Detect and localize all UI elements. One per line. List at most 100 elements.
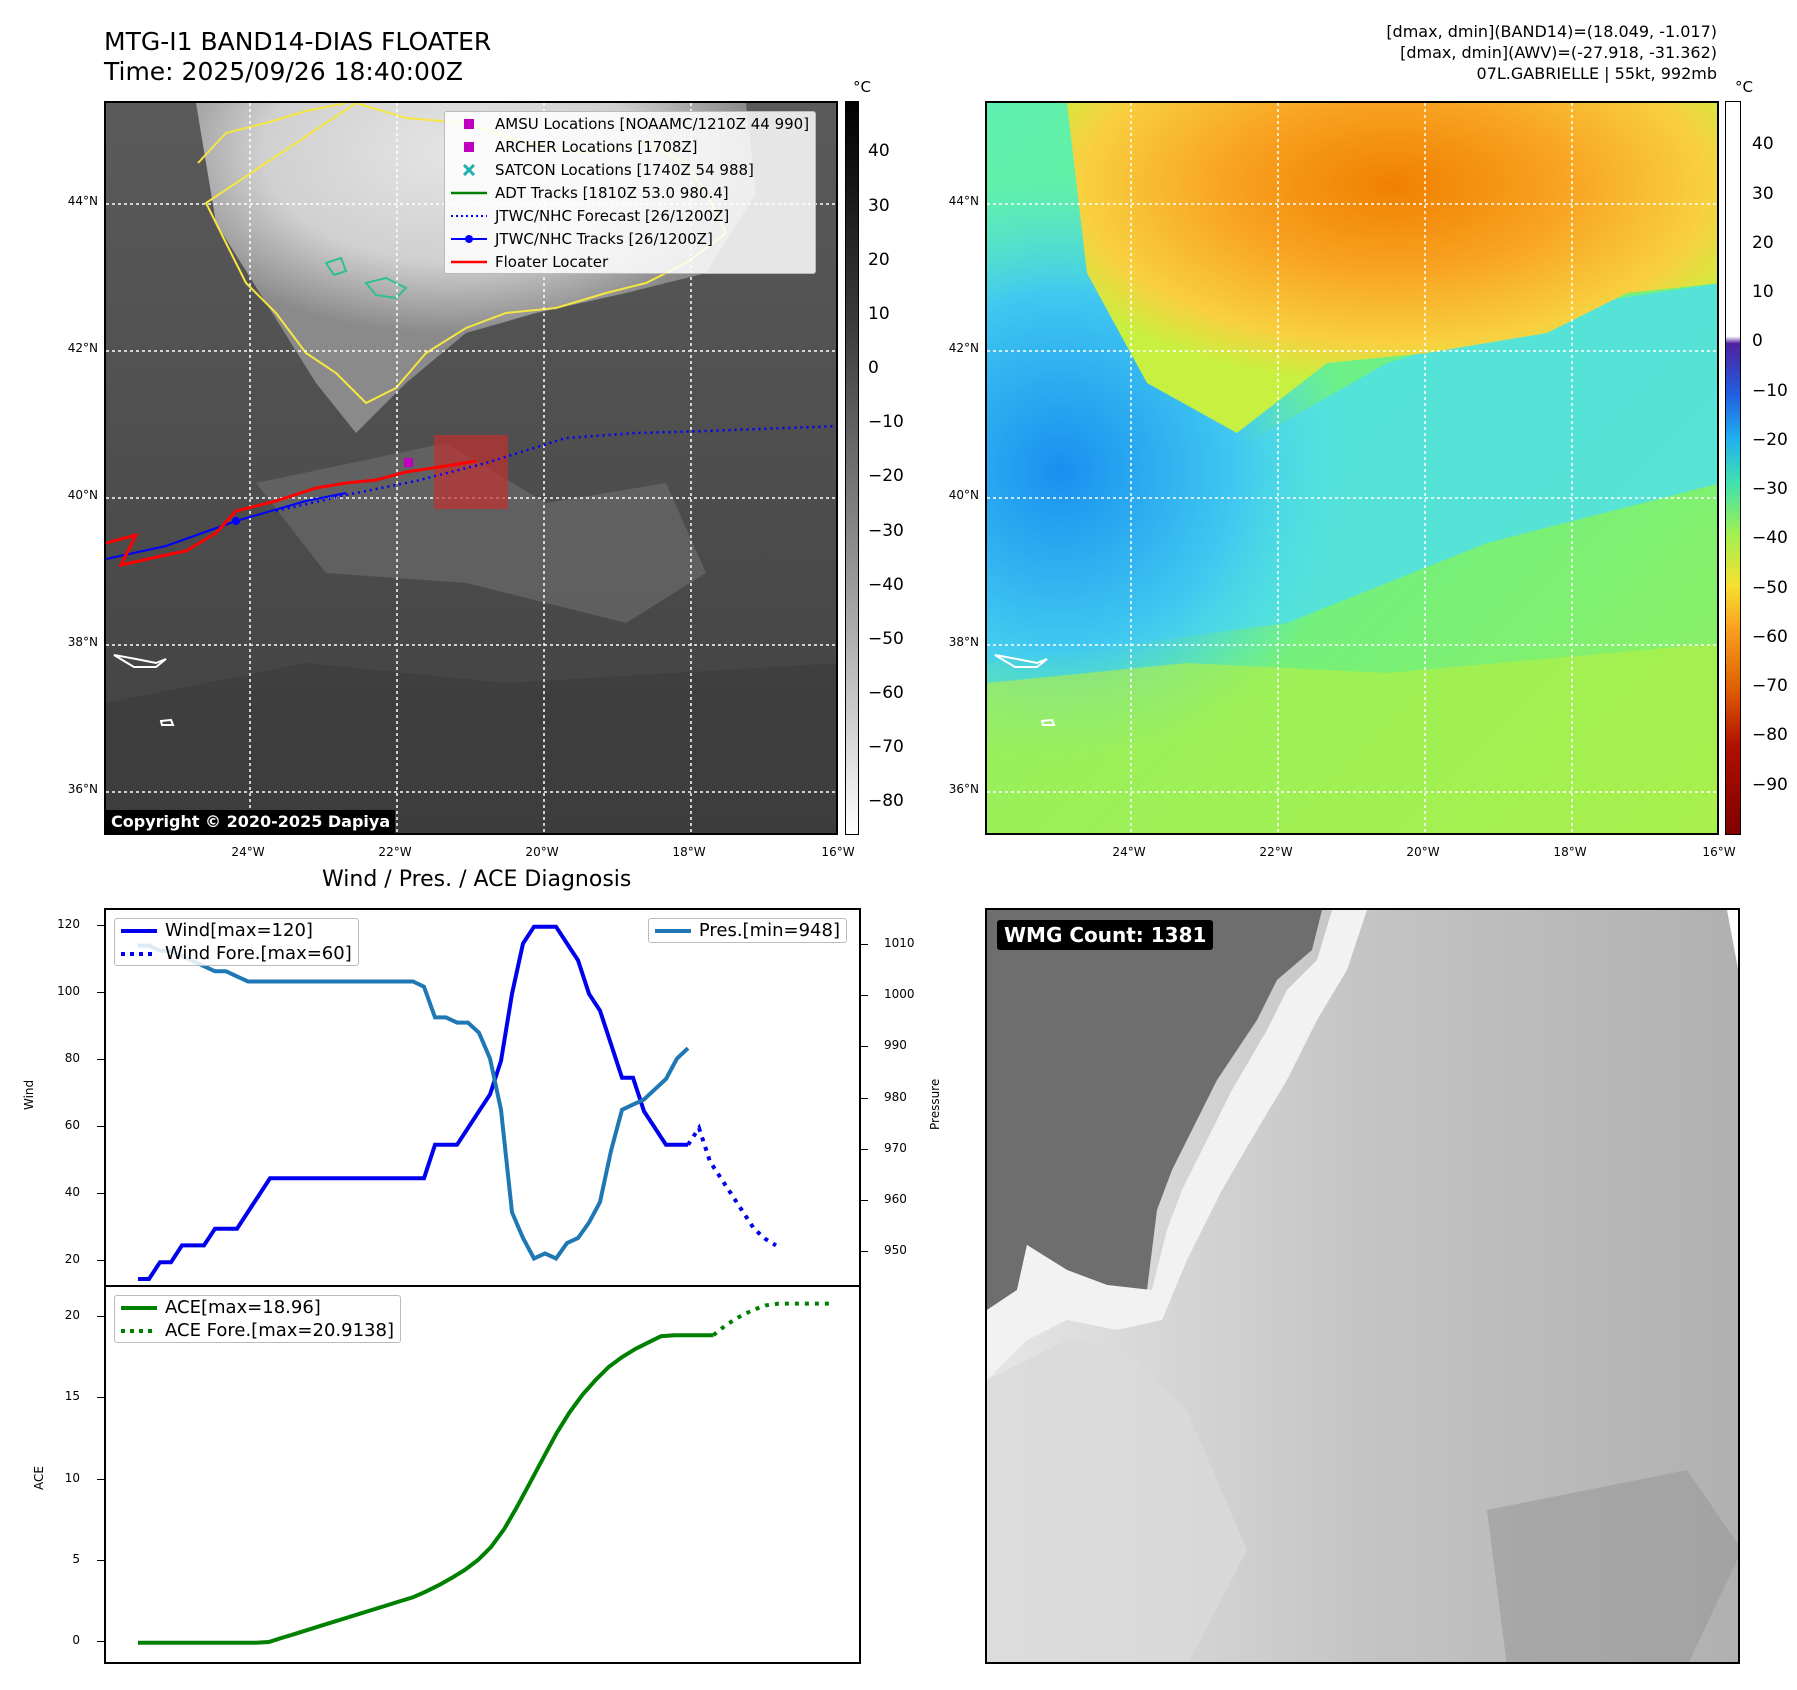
pressure-tick: 980 bbox=[884, 1089, 907, 1104]
lat-label: 42°N bbox=[948, 341, 979, 355]
amsu-marker bbox=[404, 458, 413, 467]
wind-tick-mark bbox=[97, 1058, 104, 1060]
legend-symbol-icon bbox=[451, 118, 487, 130]
wv-colorbar-tick: 40 bbox=[1752, 134, 1774, 155]
ir-colorbar-tick: 10 bbox=[868, 303, 890, 324]
ace-tick-mark bbox=[97, 1397, 104, 1399]
ace-tick: 0 bbox=[72, 1632, 80, 1647]
wv-satellite-map bbox=[985, 101, 1719, 835]
ir-colorbar-unit: °C bbox=[853, 78, 871, 96]
legend-item: JTWC/NHC Forecast [26/1200Z] bbox=[445, 204, 815, 227]
wv-colorbar-tick: 30 bbox=[1752, 183, 1774, 204]
ir-legend: AMSU Locations [NOAAMC/1210Z 44 990] ARCH… bbox=[444, 111, 817, 274]
lat-label: 44°N bbox=[948, 194, 979, 208]
lat-label: 44°N bbox=[67, 194, 98, 208]
band14-range: [dmax, dmin](BAND14)=(18.049, -1.017) bbox=[1386, 22, 1717, 41]
wv-colorbar-tick: −50 bbox=[1752, 577, 1788, 598]
lat-label: 38°N bbox=[948, 635, 979, 649]
track-point bbox=[232, 517, 240, 525]
lon-label: 22°W bbox=[1259, 845, 1293, 859]
ir-colorbar-tick: −50 bbox=[868, 628, 904, 649]
pressure-tick-mark bbox=[861, 943, 868, 945]
pressure-tick-mark bbox=[861, 1251, 868, 1253]
wind-pressure-plot bbox=[138, 924, 778, 1281]
storm-info: 07L.GABRIELLE | 55kt, 992mb bbox=[1476, 64, 1717, 83]
floater-box bbox=[434, 435, 508, 509]
lon-label: 18°W bbox=[672, 845, 706, 859]
pressure-tick: 1010 bbox=[884, 935, 915, 950]
pressure-series-line bbox=[138, 943, 690, 1262]
legend-item: SATCON Locations [1740Z 54 988] bbox=[445, 158, 815, 181]
legend-symbol-icon bbox=[451, 234, 487, 244]
pressure-tick-mark bbox=[861, 1046, 868, 1048]
wv-colorbar-unit: °C bbox=[1735, 78, 1753, 96]
wind-tick: 20 bbox=[64, 1252, 80, 1267]
forecast-track bbox=[275, 424, 836, 513]
pressure-tick-mark bbox=[861, 1148, 868, 1150]
lat-label: 38°N bbox=[67, 635, 98, 649]
legend-item: JTWC/NHC Tracks [26/1200Z] bbox=[445, 227, 815, 250]
wv-grid bbox=[987, 103, 1717, 833]
pressure-tick-mark bbox=[861, 994, 868, 996]
wv-colorbar-tick: 20 bbox=[1752, 232, 1774, 253]
legend-wind-fore: Wind Fore.[max=60] bbox=[165, 943, 352, 964]
wv-colorbar-tick: 0 bbox=[1752, 331, 1763, 352]
wind-axis-label: Wind bbox=[22, 1079, 36, 1110]
warm-region bbox=[987, 910, 1322, 1310]
lon-label: 16°W bbox=[1702, 845, 1736, 859]
wmg-imagery bbox=[987, 910, 1738, 1662]
ir-colorbar-tick: 40 bbox=[868, 141, 890, 162]
legend-label: JTWC/NHC Tracks [26/1200Z] bbox=[495, 229, 713, 248]
legend-symbol-icon bbox=[451, 141, 487, 153]
wind-tick-mark bbox=[97, 991, 104, 993]
ace-legend: ACE[max=18.96] ACE Fore.[max=20.9138] bbox=[114, 1295, 401, 1343]
legend-ace: ACE[max=18.96] bbox=[165, 1297, 321, 1318]
wind-tick: 120 bbox=[57, 916, 80, 931]
ir-colorbar-tick: −30 bbox=[868, 520, 904, 541]
ir-colorbar-tick: −70 bbox=[868, 737, 904, 758]
ace-chart: ACE[max=18.96] ACE Fore.[max=20.9138] bbox=[104, 1285, 861, 1664]
wind-series-line bbox=[138, 924, 688, 1281]
ir-colorbar-tick: 30 bbox=[868, 195, 890, 216]
wv-colorbar-tick: −20 bbox=[1752, 429, 1788, 450]
legend-item: ADT Tracks [1810Z 53.0 980.4] bbox=[445, 181, 815, 204]
ir-colorbar bbox=[845, 101, 859, 835]
legend-item: Floater Locater bbox=[445, 250, 815, 273]
legend-label: ARCHER Locations [1708Z] bbox=[495, 137, 698, 156]
wind-tick-mark bbox=[97, 924, 104, 926]
wind-tick-mark bbox=[97, 1260, 104, 1262]
pressure-legend: Pres.[min=948] bbox=[647, 918, 847, 943]
edge-band bbox=[987, 910, 1367, 1380]
legend-ace-fore: ACE Fore.[max=20.9138] bbox=[165, 1320, 394, 1341]
legend-item: ARCHER Locations [1708Z] bbox=[445, 135, 815, 158]
legend-label: AMSU Locations [NOAAMC/1210Z 44 990] bbox=[495, 114, 810, 133]
awv-range: [dmax, dmin](AWV)=(-27.918, -31.362) bbox=[1400, 43, 1717, 62]
ir-satellite-map: AMSU Locations [NOAAMC/1210Z 44 990] ARCH… bbox=[104, 101, 838, 835]
lon-label: 18°W bbox=[1553, 845, 1587, 859]
pressure-tick: 970 bbox=[884, 1140, 907, 1155]
legend-symbol-icon bbox=[451, 259, 487, 265]
wind-tick: 100 bbox=[57, 983, 80, 998]
wind-pressure-chart: Wind[max=120] Wind Fore.[max=60] Pres.[m… bbox=[104, 908, 861, 1287]
lat-label: 42°N bbox=[67, 341, 98, 355]
wind-forecast-line bbox=[686, 1123, 778, 1248]
lon-label: 22°W bbox=[378, 845, 412, 859]
wv-colorbar bbox=[1725, 101, 1741, 835]
ace-forecast-line bbox=[712, 1301, 831, 1337]
floater-track bbox=[106, 459, 477, 568]
wv-colorbar-tick: −70 bbox=[1752, 676, 1788, 697]
ir-colorbar-tick: −40 bbox=[868, 574, 904, 595]
lon-label: 20°W bbox=[525, 845, 559, 859]
legend-symbol-icon bbox=[451, 190, 487, 196]
wv-imagery bbox=[987, 103, 1717, 833]
ir-colorbar-tick: −80 bbox=[868, 791, 904, 812]
lat-label: 36°N bbox=[67, 782, 98, 796]
ace-axis-label: ACE bbox=[32, 1466, 46, 1490]
wv-colorbar-tick: −60 bbox=[1752, 626, 1788, 647]
ace-tick: 5 bbox=[72, 1551, 80, 1566]
pressure-tick: 990 bbox=[884, 1038, 907, 1053]
legend-symbol-icon bbox=[451, 213, 487, 219]
wv-colorbar-tick: −90 bbox=[1752, 774, 1788, 795]
ace-tick-mark bbox=[97, 1316, 104, 1318]
ace-plot bbox=[138, 1301, 831, 1645]
